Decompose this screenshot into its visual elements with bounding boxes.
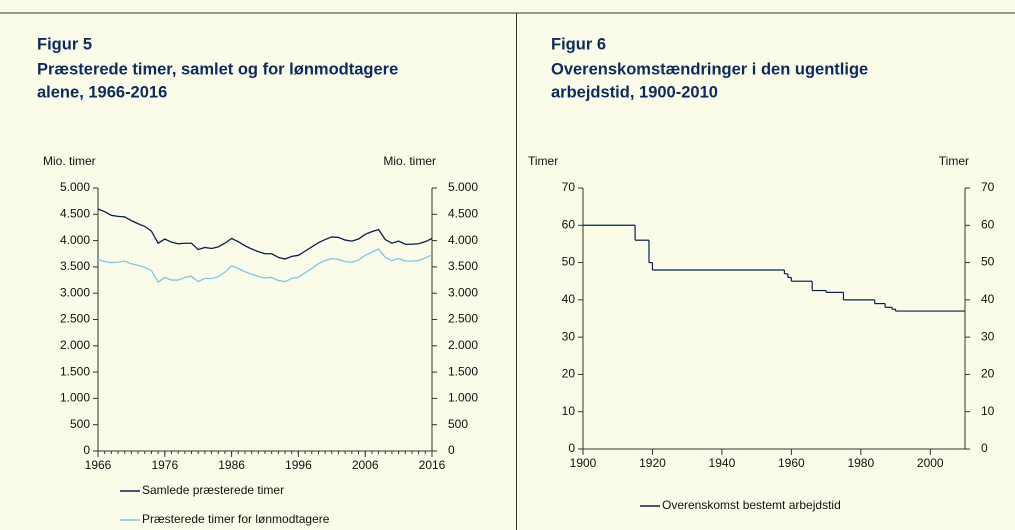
y-tick-label: 1.000 <box>60 391 90 405</box>
chart-title: alene, 1966-2016 <box>37 83 167 101</box>
x-tick-label: 1986 <box>218 458 245 472</box>
y-axis-label: Timer <box>528 154 558 168</box>
y2-tick-label: 2.500 <box>448 312 478 326</box>
y-tick-label: 4.000 <box>60 233 90 247</box>
y2-tick-label: 30 <box>981 329 995 343</box>
y-tick-label: 1.500 <box>60 364 90 378</box>
x-tick-label: 1980 <box>847 456 874 470</box>
legend-label: Overenskomst bestemt arbejdstid <box>662 498 841 512</box>
y-tick-label: 10 <box>562 404 576 418</box>
x-tick-label: 1966 <box>85 458 112 472</box>
x-tick-label: 1920 <box>639 456 666 470</box>
y2-tick-label: 70 <box>981 180 995 194</box>
y2-tick-label: 1.500 <box>448 364 478 378</box>
y2-tick-label: 50 <box>981 255 995 269</box>
data-line <box>97 208 433 260</box>
y-tick-label: 40 <box>562 292 576 306</box>
legend-label: Præsterede timer for lønmodtagere <box>142 512 330 526</box>
y-tick-label: 30 <box>562 329 576 343</box>
y-tick-label: 20 <box>562 367 576 381</box>
legend-label: Samlede præsterede timer <box>142 483 284 497</box>
y-tick-label: 500 <box>70 417 90 431</box>
figure-label: Figur 6 <box>551 35 606 53</box>
y-tick-label: 0 <box>83 443 90 457</box>
y2-tick-label: 40 <box>981 292 995 306</box>
data-line <box>97 248 433 284</box>
y2-tick-label: 3.500 <box>448 259 478 273</box>
y2-tick-label: 2.000 <box>448 338 478 352</box>
x-tick-label: 2016 <box>419 458 446 472</box>
x-tick-label: 1976 <box>151 458 178 472</box>
y-tick-label: 2.500 <box>60 312 90 326</box>
x-tick-label: 1960 <box>778 456 805 470</box>
y2-axis-label: Timer <box>939 154 969 168</box>
y-tick-label: 2.000 <box>60 338 90 352</box>
figure-label: Figur 5 <box>37 35 92 53</box>
y-axis-label: Mio. timer <box>43 154 96 168</box>
y-tick-label: 3.000 <box>60 285 90 299</box>
y2-tick-label: 60 <box>981 217 995 231</box>
y2-tick-label: 1.000 <box>448 391 478 405</box>
y2-axis-label: Mio. timer <box>383 154 436 168</box>
x-tick-label: 1940 <box>709 456 736 470</box>
x-tick-label: 2006 <box>352 458 379 472</box>
y-tick-label: 50 <box>562 255 576 269</box>
x-tick-label: 2000 <box>917 456 944 470</box>
y-tick-label: 0 <box>568 441 575 455</box>
y-tick-label: 60 <box>562 217 576 231</box>
y2-tick-label: 0 <box>981 441 988 455</box>
y-tick-label: 70 <box>562 180 576 194</box>
y2-tick-label: 3.000 <box>448 285 478 299</box>
y-tick-label: 5.000 <box>60 180 90 194</box>
y-tick-label: 3.500 <box>60 259 90 273</box>
y2-tick-label: 0 <box>448 443 455 457</box>
x-tick-label: 1996 <box>285 458 312 472</box>
y2-tick-label: 4.500 <box>448 206 478 220</box>
chart-title: Overenskomstændringer i den ugentlige <box>551 60 868 78</box>
chart-title: arbejdstid, 1900-2010 <box>551 83 718 101</box>
y2-tick-label: 20 <box>981 367 995 381</box>
y2-tick-label: 4.000 <box>448 233 478 247</box>
chart-title: Præsterede timer, samlet og for lønmodta… <box>37 60 398 78</box>
y2-tick-label: 5.000 <box>448 180 478 194</box>
x-tick-label: 1900 <box>570 456 597 470</box>
y2-tick-label: 10 <box>981 404 995 418</box>
y2-tick-label: 500 <box>448 417 468 431</box>
y-tick-label: 4.500 <box>60 206 90 220</box>
